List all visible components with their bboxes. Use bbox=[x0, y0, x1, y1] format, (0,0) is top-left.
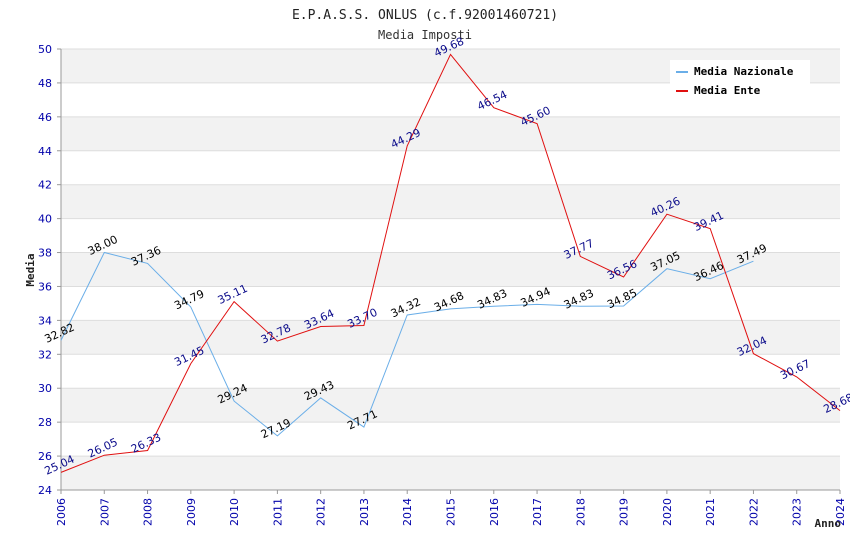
x-tick-label: 2019 bbox=[618, 498, 631, 526]
x-tick-label: 2006 bbox=[55, 498, 68, 526]
y-axis-label: Media bbox=[24, 253, 37, 286]
chart-subtitle: Media Imposti bbox=[378, 28, 472, 42]
x-tick-label: 2011 bbox=[271, 498, 284, 526]
x-tick-label: 2014 bbox=[401, 498, 414, 526]
y-tick-label: 42 bbox=[38, 179, 52, 192]
x-tick-label: 2007 bbox=[98, 498, 111, 526]
x-tick-label: 2021 bbox=[704, 498, 717, 526]
x-tick-label: 2012 bbox=[315, 498, 328, 526]
plot-band bbox=[61, 456, 840, 490]
y-tick-label: 32 bbox=[38, 348, 52, 361]
x-tick-label: 2010 bbox=[228, 498, 241, 526]
y-tick-label: 24 bbox=[38, 484, 52, 497]
series-line-media-nazionale bbox=[60, 251, 754, 437]
y-tick-label: 40 bbox=[38, 213, 52, 226]
plot-band bbox=[61, 150, 840, 185]
series-line-media-ente bbox=[60, 53, 841, 473]
plot-band bbox=[61, 388, 840, 423]
chart-title: E.P.A.S.S. ONLUS (c.f.92001460721) bbox=[292, 8, 558, 23]
plot-band bbox=[61, 218, 840, 253]
x-tick-label: 2009 bbox=[185, 498, 198, 526]
y-tick-label: 44 bbox=[38, 145, 52, 158]
legend-box bbox=[670, 60, 810, 102]
x-tick-label: 2022 bbox=[747, 498, 760, 526]
plot-band bbox=[61, 286, 840, 321]
plot-band bbox=[61, 320, 840, 355]
y-tick-label: 50 bbox=[38, 43, 52, 56]
plot-band bbox=[61, 184, 840, 219]
x-tick-label: 2015 bbox=[445, 498, 458, 526]
y-tick-label: 28 bbox=[38, 416, 52, 429]
x-tick-label: 2018 bbox=[574, 498, 587, 526]
y-tick-label: 48 bbox=[38, 77, 52, 90]
legend-label-nazionale: Media Nazionale bbox=[694, 65, 794, 78]
series-lines bbox=[60, 53, 841, 473]
x-tick-label: 2023 bbox=[791, 498, 804, 526]
y-tick-label: 34 bbox=[38, 314, 52, 327]
x-axis-label: Anno bbox=[815, 517, 842, 530]
y-tick-label: 38 bbox=[38, 247, 52, 260]
y-tick-label: 46 bbox=[38, 111, 52, 124]
legend: Media Nazionale Media Ente bbox=[670, 60, 810, 102]
plot-band bbox=[61, 422, 840, 457]
x-tick-label: 2017 bbox=[531, 498, 544, 526]
y-tick-label: 36 bbox=[38, 280, 52, 293]
plot-band bbox=[61, 252, 840, 287]
plot-band bbox=[61, 116, 840, 151]
y-tick-label: 30 bbox=[38, 382, 52, 395]
x-tick-label: 2024 bbox=[834, 498, 847, 526]
x-tick-label: 2013 bbox=[358, 498, 371, 526]
x-tick-label: 2016 bbox=[488, 498, 501, 526]
x-tick-label: 2008 bbox=[142, 498, 155, 526]
y-axis-ticks: 24 26 28 30 32 34 36 38 40 42 44 46 48 50 bbox=[38, 43, 61, 497]
plot-band bbox=[61, 354, 840, 389]
x-tick-label: 2020 bbox=[661, 498, 674, 526]
y-tick-label: 26 bbox=[38, 450, 52, 463]
x-axis-ticks: 2006 2007 2008 2009 2010 2011 2012 2013 2014 2015… bbox=[55, 490, 847, 526]
legend-label-ente: Media Ente bbox=[694, 84, 761, 97]
